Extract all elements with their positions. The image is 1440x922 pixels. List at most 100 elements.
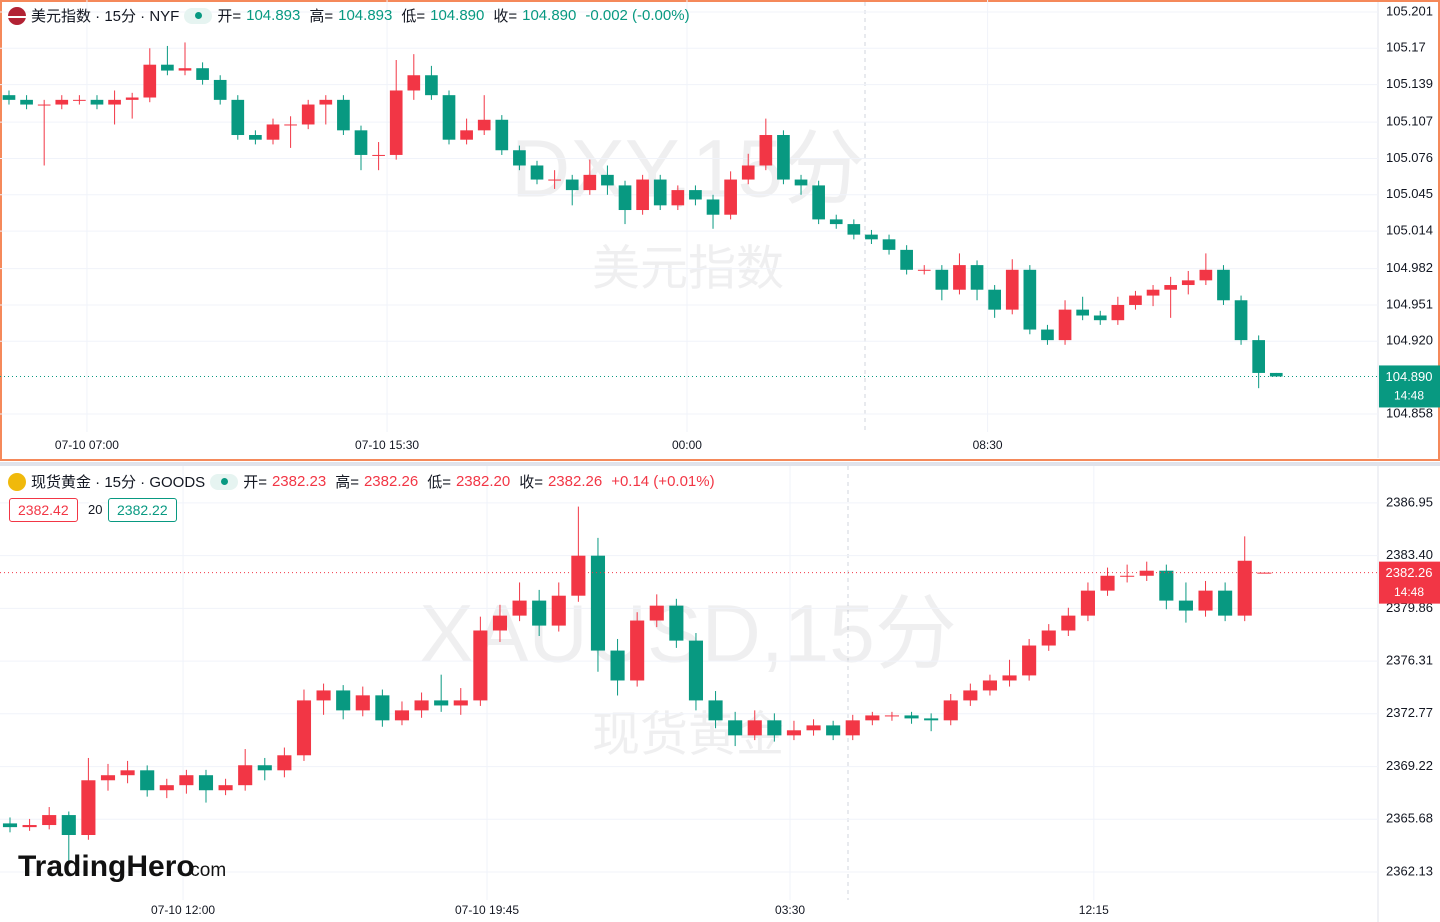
candle-body xyxy=(120,770,135,776)
candle-body xyxy=(882,239,896,250)
y-tick-label: 105.014 xyxy=(1386,223,1433,238)
last-price-box xyxy=(1379,561,1440,604)
candle-body xyxy=(37,104,51,106)
x-tick-label: 07-10 15:30 xyxy=(355,438,419,452)
candle-body xyxy=(708,700,723,721)
candle-body xyxy=(532,600,547,626)
candle-body xyxy=(1058,309,1072,341)
candle-body xyxy=(159,785,174,791)
ohlc-value: 2382.26 xyxy=(547,473,603,490)
y-tick-label: 105.107 xyxy=(1386,114,1433,129)
candle-body xyxy=(389,90,403,155)
symbol-title[interactable]: 美元指数 · 15分 · NYF xyxy=(31,8,180,25)
candle-body xyxy=(1041,630,1056,646)
x-tick-label: 03:30 xyxy=(775,903,805,917)
candle-body xyxy=(1041,329,1054,341)
last-price-box xyxy=(1379,365,1440,408)
candle-body xyxy=(492,615,508,631)
candle-body xyxy=(2,95,16,100)
legend-header: 现货黄金 · 15分 · GOODS 开= 2382.23 高= 2382.26 低… xyxy=(8,471,719,492)
last-price-label: 104.890 xyxy=(1386,369,1433,384)
candle-body xyxy=(284,124,297,126)
candle-body xyxy=(372,154,385,156)
y-tick-label: 2372.77 xyxy=(1386,705,1433,720)
countdown: 14:48 xyxy=(1394,389,1424,403)
watermark-name: 美元指数 xyxy=(592,243,784,296)
candle-body xyxy=(249,135,262,140)
candle-body xyxy=(1198,590,1213,611)
candle-body xyxy=(847,224,861,235)
candle-body xyxy=(81,780,96,836)
candle-body xyxy=(453,700,468,706)
candle-body xyxy=(865,234,878,240)
ohlc-label: 高= xyxy=(335,474,359,491)
ohlc-value: 104.893 xyxy=(246,7,301,24)
y-tick-label: 104.951 xyxy=(1386,296,1433,311)
ohlc-value: 104.890 xyxy=(522,7,577,24)
candle-body xyxy=(196,68,209,80)
candle-body xyxy=(548,179,561,181)
candle-body xyxy=(728,720,743,736)
last-price-label: 2382.26 xyxy=(1386,565,1433,580)
watermark: XAUUSD,15分 xyxy=(419,589,957,680)
y-tick-label: 104.982 xyxy=(1386,260,1433,275)
candle-body xyxy=(179,775,194,786)
candle-body xyxy=(900,249,913,270)
candle-body xyxy=(935,269,949,290)
x-tick-label: 12:15 xyxy=(1079,903,1109,917)
candle-body xyxy=(161,64,174,71)
sell-button[interactable]: 2382.42 xyxy=(9,498,78,522)
candle-body xyxy=(143,64,157,98)
candle-body xyxy=(865,715,880,721)
candle-body xyxy=(1120,575,1135,577)
candle-body xyxy=(1218,590,1233,616)
candle-body xyxy=(319,99,333,105)
candle-body xyxy=(689,190,702,200)
active-panel-border xyxy=(0,0,1440,461)
candle-body xyxy=(741,165,755,180)
candle-body xyxy=(530,165,544,180)
candle-body xyxy=(794,179,808,186)
candle-body xyxy=(1111,304,1125,321)
candle-body xyxy=(1178,600,1193,611)
market-status[interactable] xyxy=(184,7,213,24)
candle-body xyxy=(669,605,684,641)
candle-body xyxy=(125,97,139,100)
candle-body xyxy=(747,720,762,736)
candle-body xyxy=(688,640,704,701)
candle-body xyxy=(1237,560,1252,616)
ohlc-label: 收= xyxy=(493,8,518,25)
candle-body xyxy=(924,718,939,721)
candle-body xyxy=(963,690,978,701)
candle-body xyxy=(953,265,966,290)
candle-body xyxy=(266,124,280,140)
candle-body xyxy=(1269,372,1283,377)
market-status[interactable] xyxy=(210,473,239,490)
candle-body xyxy=(970,265,984,290)
candle-body xyxy=(777,135,790,180)
symbol-title[interactable]: 现货黄金 · 15分 · GOODS xyxy=(31,474,206,491)
x-tick-label: 07-10 12:00 xyxy=(151,903,215,917)
candle-body xyxy=(1252,340,1266,373)
buy-button[interactable]: 2382.22 xyxy=(108,498,177,522)
candle-body xyxy=(434,700,449,706)
candle-body xyxy=(759,135,773,166)
candle-body xyxy=(988,289,1001,310)
ohlc-label: 开= xyxy=(217,8,242,25)
candle-body xyxy=(636,179,649,211)
candle-body xyxy=(414,700,429,711)
change: +0.14 (+0.01%) xyxy=(611,473,715,490)
y-tick-label: 2386.95 xyxy=(1386,494,1433,509)
candle-body xyxy=(724,179,737,215)
y-tick-label: 104.920 xyxy=(1386,333,1433,348)
x-tick-label: 08:30 xyxy=(973,438,1003,452)
countdown: 14:48 xyxy=(1394,585,1424,599)
candle-body xyxy=(2,823,18,828)
candle-body xyxy=(1199,269,1213,281)
candle-body xyxy=(1146,289,1160,296)
candle-body xyxy=(198,775,214,791)
candle-body xyxy=(610,650,625,681)
y-tick-label: 104.858 xyxy=(1386,405,1433,420)
ohlc-value: 2382.20 xyxy=(455,473,511,490)
